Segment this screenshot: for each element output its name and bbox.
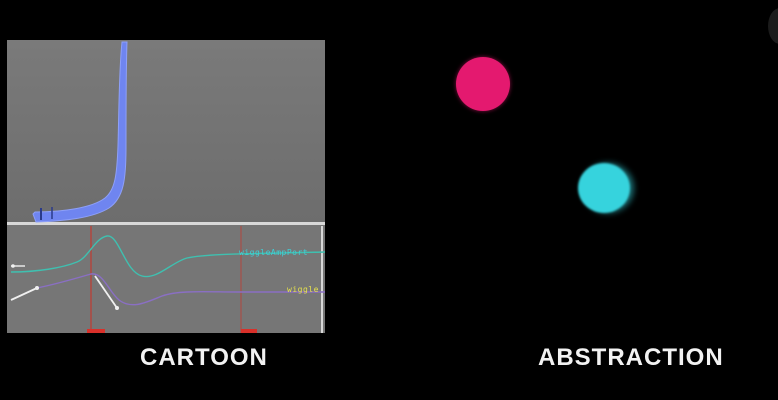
curve-label-yellow: wiggle <box>287 285 319 294</box>
caption-abstraction: ABSTRACTION <box>538 344 724 371</box>
keyframe-point <box>35 286 39 290</box>
pink-ball <box>456 57 510 111</box>
cyan-curve <box>10 235 326 278</box>
cartoon-graphics <box>10 41 326 333</box>
keyframe-marker <box>241 329 257 333</box>
caption-cartoon: CARTOON <box>140 344 268 371</box>
keyframe-marker <box>87 329 105 333</box>
tentacle-shape <box>32 41 128 223</box>
keyframe-point <box>115 306 119 310</box>
viewport-divider <box>7 222 325 225</box>
tangent-handle <box>10 287 38 301</box>
purple-curve <box>36 273 325 306</box>
cartoon-viewport: wiggleAmpPort wiggle <box>7 40 326 333</box>
tangent-handle <box>94 275 118 309</box>
curve-label-cyan: wiggleAmpPort <box>239 248 309 257</box>
corner-shape <box>768 8 778 44</box>
curve-editor <box>7 225 325 333</box>
animation-viewport <box>7 40 325 222</box>
cyan-ball <box>578 163 630 213</box>
